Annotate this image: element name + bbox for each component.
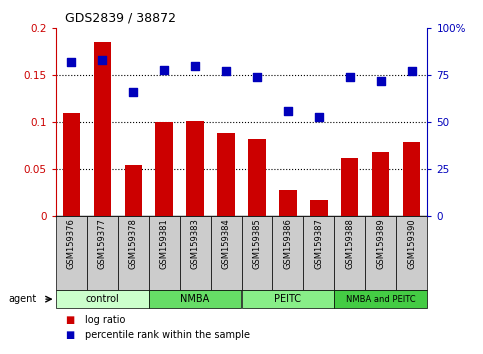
Text: GSM159381: GSM159381 xyxy=(159,218,169,269)
Text: GSM159390: GSM159390 xyxy=(408,218,416,269)
Text: GDS2839 / 38872: GDS2839 / 38872 xyxy=(65,12,176,25)
Bar xyxy=(56,216,86,290)
Bar xyxy=(211,216,242,290)
Bar xyxy=(242,216,272,290)
Text: ■: ■ xyxy=(65,330,74,339)
Point xyxy=(315,114,323,119)
Bar xyxy=(303,216,334,290)
Point xyxy=(377,78,385,84)
Bar xyxy=(397,216,427,290)
Text: GSM159387: GSM159387 xyxy=(314,218,324,269)
Text: percentile rank within the sample: percentile rank within the sample xyxy=(85,330,250,339)
Bar xyxy=(403,142,421,216)
Bar xyxy=(366,216,397,290)
Bar xyxy=(217,133,235,216)
Text: log ratio: log ratio xyxy=(85,315,125,325)
Bar xyxy=(86,216,117,290)
Bar xyxy=(272,216,303,290)
Text: GSM159386: GSM159386 xyxy=(284,218,293,269)
Point xyxy=(160,67,168,73)
Bar xyxy=(334,216,366,290)
Bar xyxy=(280,190,297,216)
Point xyxy=(67,59,75,65)
Point xyxy=(253,74,261,80)
Text: GSM159378: GSM159378 xyxy=(128,218,138,269)
Point xyxy=(408,69,416,74)
Bar xyxy=(248,139,266,216)
Text: GSM159385: GSM159385 xyxy=(253,218,261,269)
Bar xyxy=(62,113,80,216)
Text: GSM159383: GSM159383 xyxy=(190,218,199,269)
Bar xyxy=(117,216,149,290)
Bar xyxy=(372,152,389,216)
Bar xyxy=(242,290,334,308)
Bar xyxy=(180,216,211,290)
Bar xyxy=(311,200,327,216)
Text: PEITC: PEITC xyxy=(274,294,301,304)
Point xyxy=(284,108,292,114)
Bar xyxy=(334,290,427,308)
Text: ■: ■ xyxy=(65,315,74,325)
Point xyxy=(346,74,354,80)
Point xyxy=(98,57,106,63)
Point xyxy=(191,63,199,69)
Text: control: control xyxy=(85,294,119,304)
Text: GSM159389: GSM159389 xyxy=(376,218,385,269)
Bar xyxy=(186,121,203,216)
Bar xyxy=(156,122,172,216)
Bar xyxy=(149,290,242,308)
Text: GSM159384: GSM159384 xyxy=(222,218,230,269)
Text: GSM159376: GSM159376 xyxy=(67,218,75,269)
Text: GSM159388: GSM159388 xyxy=(345,218,355,269)
Bar xyxy=(125,165,142,216)
Text: agent: agent xyxy=(9,294,37,304)
Text: GSM159377: GSM159377 xyxy=(98,218,107,269)
Point xyxy=(129,89,137,95)
Bar xyxy=(56,290,149,308)
Bar xyxy=(149,216,180,290)
Bar xyxy=(341,158,358,216)
Text: NMBA and PEITC: NMBA and PEITC xyxy=(346,295,416,304)
Bar xyxy=(94,42,111,216)
Point xyxy=(222,69,230,74)
Text: NMBA: NMBA xyxy=(180,294,210,304)
